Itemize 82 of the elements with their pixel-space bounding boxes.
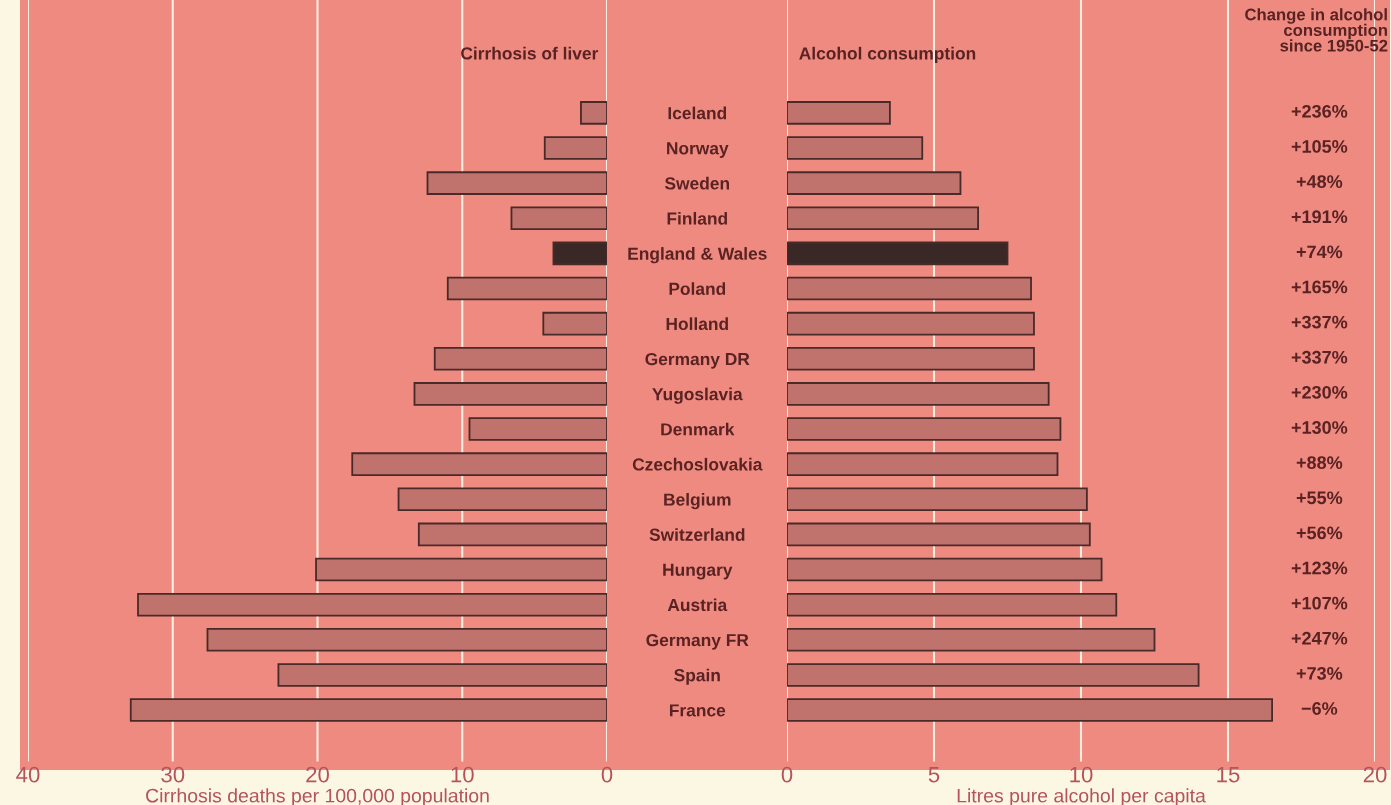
x-tick-label: 10 — [451, 766, 474, 783]
y-tick-label: Denmark — [661, 422, 735, 436]
bar — [433, 346, 607, 371]
y-tick-label: Yugoslavia — [652, 387, 743, 404]
x-tick-label: 30 — [161, 766, 185, 783]
bar — [787, 241, 1009, 266]
bar — [543, 136, 607, 160]
bar — [787, 522, 1091, 547]
bar — [542, 311, 607, 336]
bar — [787, 487, 1088, 512]
bar — [787, 171, 962, 195]
y-tick-label: Poland — [669, 282, 726, 295]
bar — [510, 206, 607, 231]
bar — [468, 417, 607, 441]
bar — [787, 276, 1032, 301]
y-tick-label: Austria — [667, 598, 728, 612]
x-tick-label: 20 — [1363, 766, 1387, 783]
y-tick-label: Belgium — [664, 493, 731, 510]
text: +130% — [1291, 421, 1348, 434]
bar — [787, 136, 924, 160]
bar — [580, 101, 607, 125]
y-tick-label: England & Wales — [628, 247, 767, 264]
x-tick-label: 5 — [928, 766, 940, 783]
bar — [787, 628, 1156, 652]
text: +236% — [1291, 104, 1348, 118]
y-tick-label: Finland — [667, 211, 727, 225]
bar — [315, 557, 607, 582]
bar — [787, 417, 1062, 441]
x-tick-label: 20 — [306, 766, 329, 783]
text: +337% — [1291, 350, 1348, 364]
bar — [351, 452, 607, 476]
bar — [426, 171, 607, 195]
text: +73% — [1296, 666, 1343, 680]
text: +55% — [1296, 491, 1343, 505]
text: +105% — [1291, 140, 1348, 153]
bar — [787, 663, 1200, 687]
y-tick-label: Germany DR — [645, 352, 750, 369]
text: +48% — [1296, 175, 1343, 188]
bar — [787, 592, 1118, 617]
y-tick-label: Hungary — [663, 563, 733, 580]
bar — [277, 663, 607, 687]
y-tick-label: Switzerland — [649, 528, 745, 541]
y-tick-label: Germany FR — [646, 633, 749, 650]
y-tick-label: Norway — [667, 142, 729, 158]
text: +88% — [1296, 456, 1343, 469]
bar — [446, 276, 607, 301]
text: +56% — [1296, 526, 1343, 540]
text: +165% — [1291, 280, 1348, 294]
bar — [206, 628, 607, 652]
x-tick-label: 10 — [1070, 766, 1093, 783]
bar — [129, 698, 607, 722]
text: +230% — [1291, 385, 1348, 399]
text: +123% — [1291, 561, 1348, 575]
bar — [413, 382, 607, 406]
bar — [137, 592, 607, 617]
y-tick-label: Czechoslovakia — [632, 457, 763, 471]
text: −6% — [1301, 702, 1338, 715]
text: +337% — [1291, 315, 1348, 329]
text: +191% — [1291, 210, 1348, 224]
bar — [787, 101, 891, 125]
y-tick-label: Spain — [674, 668, 720, 685]
bar — [787, 452, 1059, 476]
text: +74% — [1296, 245, 1343, 259]
y-tick-label: France — [669, 704, 726, 717]
bar — [787, 346, 1035, 371]
bar — [787, 206, 980, 231]
y-tick-label: Holland — [666, 317, 728, 331]
x-tick-label: 15 — [1217, 766, 1240, 783]
bar — [787, 698, 1274, 722]
y-tick-label: Sweden — [664, 176, 730, 190]
text: +107% — [1291, 596, 1348, 610]
bar — [552, 241, 607, 266]
bar — [787, 382, 1050, 406]
y-tick-label: Iceland — [668, 106, 727, 120]
bar — [417, 522, 607, 547]
bar — [787, 557, 1103, 582]
x-tick-label: 40 — [16, 766, 40, 783]
bar — [397, 487, 607, 512]
text: +247% — [1291, 631, 1348, 645]
x-tick-label: 0 — [781, 766, 793, 783]
x-tick-label: 0 — [601, 766, 613, 783]
bar — [787, 311, 1035, 336]
